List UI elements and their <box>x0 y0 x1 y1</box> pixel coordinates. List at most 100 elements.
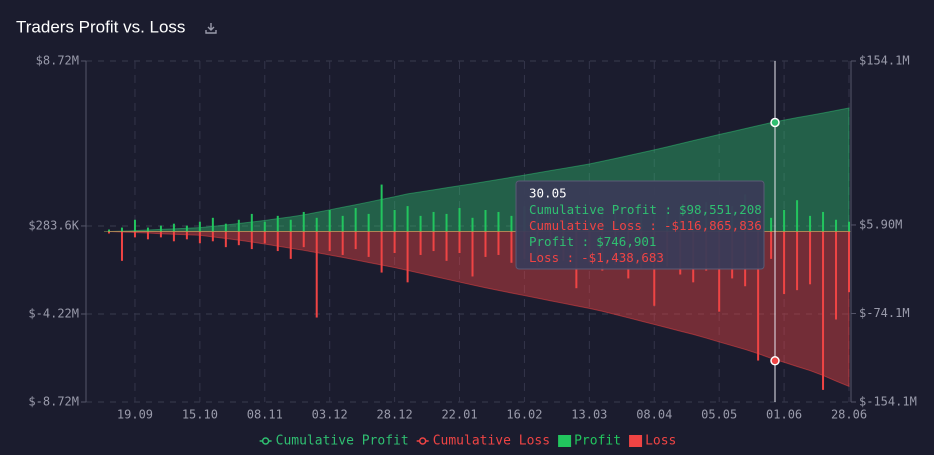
tooltip-row: Cumulative Loss : -$116,865,836 <box>529 218 762 233</box>
bar <box>302 231 305 248</box>
tooltip-label: Cumulative Loss : <box>529 218 657 233</box>
x-tick-label: 28.12 <box>377 408 413 422</box>
legend-label: Loss <box>645 434 676 449</box>
bar <box>120 231 123 261</box>
bar <box>289 219 292 232</box>
bar <box>237 219 240 232</box>
bar <box>497 231 500 255</box>
bar <box>302 211 305 232</box>
bar <box>276 215 279 232</box>
legend: Cumulative Profit Cumulative Loss Profit Lo… <box>259 434 676 449</box>
bar <box>224 231 227 248</box>
bar <box>848 231 850 293</box>
axes: $8.72M $283.6K $-4.22M $-8.72M $154.1M $5.90M… <box>28 54 916 422</box>
bar <box>783 231 786 295</box>
bar <box>510 231 513 263</box>
bar <box>718 231 721 312</box>
bar <box>822 231 825 390</box>
tooltip-value: $746,901 <box>596 234 656 249</box>
bar <box>835 219 838 232</box>
bar <box>198 231 201 244</box>
tooltip-row: Profit : $746,901 <box>529 234 656 249</box>
x-tick-label: 22.01 <box>441 408 477 422</box>
x-tick-label: 15.10 <box>182 408 218 422</box>
bar <box>445 231 448 261</box>
bar <box>367 213 370 232</box>
bar <box>133 231 136 238</box>
bar <box>198 221 201 232</box>
bar <box>108 231 110 234</box>
tooltip-value: -$1,438,683 <box>581 250 664 265</box>
bar <box>848 221 850 232</box>
legend-item[interactable]: Loss <box>629 434 676 449</box>
bar <box>133 219 136 232</box>
bar <box>108 229 110 232</box>
bar <box>484 231 487 257</box>
cursor-marker <box>770 356 780 366</box>
x-tick-label: 28.06 <box>831 408 867 422</box>
tooltip-row: Loss : -$1,438,683 <box>529 250 664 265</box>
legend-dot <box>418 437 427 445</box>
bar <box>185 225 188 232</box>
y-tick-label: $-8.72M <box>28 395 79 409</box>
bar <box>354 208 357 232</box>
y2-tick-label: $-154.1M <box>859 395 917 409</box>
bar <box>809 215 812 232</box>
x-tick-label: 13.03 <box>571 408 607 422</box>
x-tick-label: 08.11 <box>247 408 283 422</box>
bar <box>289 231 292 259</box>
legend-item[interactable]: Profit <box>558 434 621 449</box>
bar <box>159 225 162 232</box>
x-tick-label: 19.09 <box>117 408 153 422</box>
chart-title: Traders Profit vs. Loss <box>16 17 185 36</box>
bar <box>822 211 825 232</box>
tooltip-label: Profit : <box>529 234 589 249</box>
bar <box>406 206 409 232</box>
legend-swatch <box>558 435 572 447</box>
bar <box>510 215 513 232</box>
y2-tick-label: $5.90M <box>859 217 902 231</box>
bar <box>341 231 344 255</box>
download-icon[interactable] <box>205 23 217 34</box>
y-tick-label: $-4.22M <box>28 307 79 321</box>
bar <box>419 231 422 255</box>
bar <box>432 211 435 232</box>
tooltip-label: Loss : <box>529 250 574 265</box>
x-tick-label: 05.05 <box>701 408 737 422</box>
tooltip-box <box>515 180 765 270</box>
bar <box>367 231 370 257</box>
legend-dot <box>261 437 270 445</box>
legend-label: Profit <box>574 434 621 449</box>
bar <box>380 231 383 273</box>
bar <box>770 217 773 232</box>
bar <box>185 231 188 240</box>
bar <box>796 231 799 291</box>
bar <box>406 231 409 283</box>
bar <box>393 209 396 232</box>
bar <box>458 208 461 232</box>
bar <box>159 231 162 238</box>
bar <box>471 217 474 232</box>
bar <box>835 231 838 320</box>
cursor-marker <box>770 117 780 128</box>
bar <box>328 231 331 252</box>
bar <box>263 221 266 232</box>
download-arrow <box>207 23 215 31</box>
bar <box>276 231 279 252</box>
x-tick-label: 16.02 <box>506 408 542 422</box>
bar <box>770 231 773 259</box>
bar <box>146 231 149 240</box>
x-tick-label: 08.04 <box>636 408 672 422</box>
tooltip-value: $98,551,208 <box>679 202 762 217</box>
x-tick-label: 01.06 <box>766 408 802 422</box>
legend-item[interactable]: Cumulative Profit <box>259 434 409 449</box>
bar <box>419 215 422 232</box>
bar <box>783 209 786 232</box>
bar <box>237 231 240 246</box>
bar <box>497 211 500 232</box>
legend-item[interactable]: Cumulative Loss <box>416 434 550 449</box>
legend-label: Cumulative Profit <box>276 434 409 449</box>
